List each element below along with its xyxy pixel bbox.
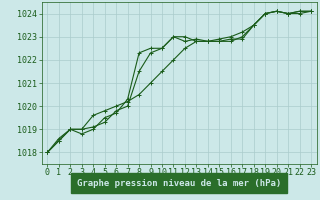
X-axis label: Graphe pression niveau de la mer (hPa): Graphe pression niveau de la mer (hPa) <box>77 179 281 188</box>
